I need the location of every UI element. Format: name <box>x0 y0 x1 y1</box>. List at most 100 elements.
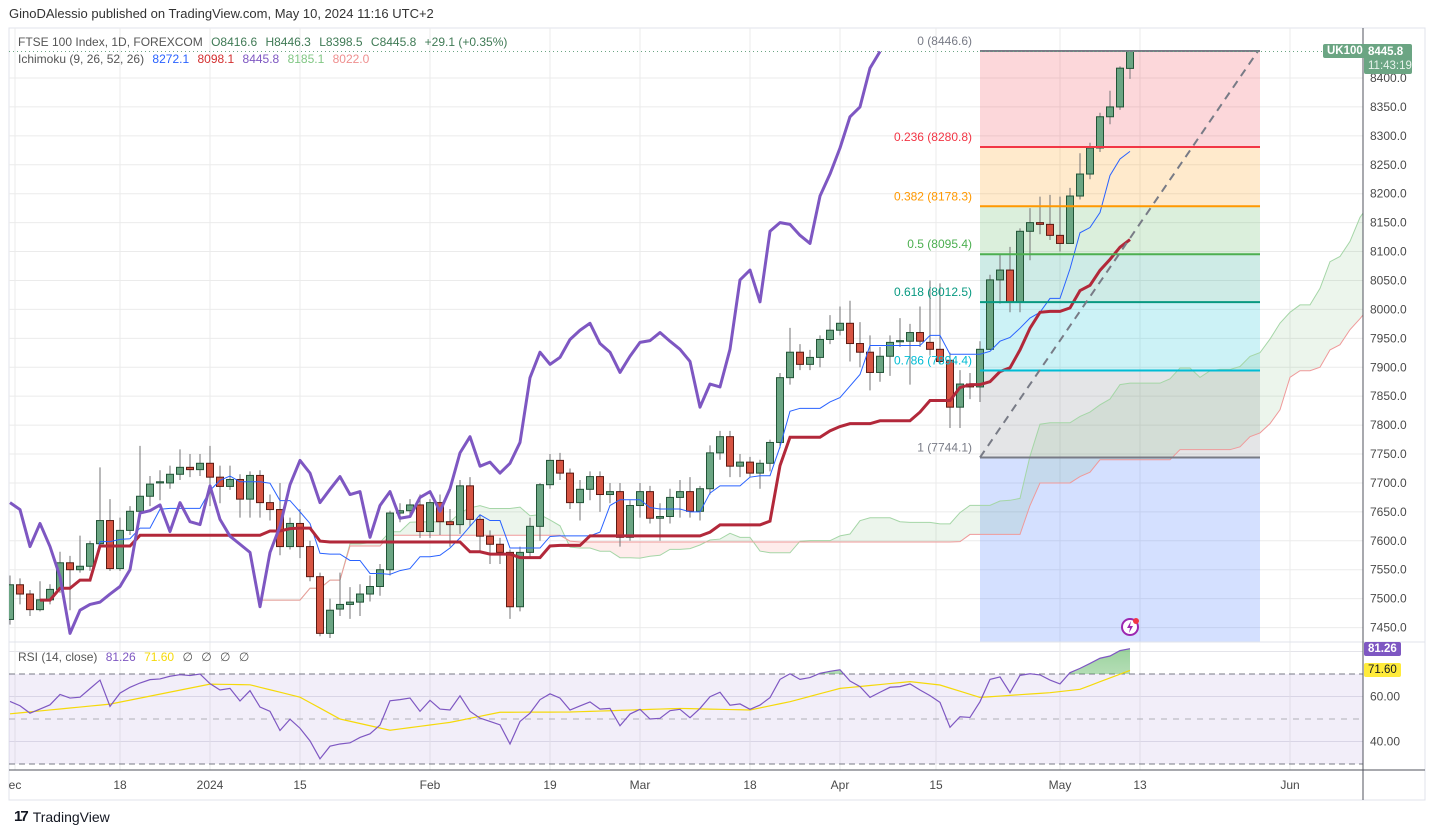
candle-body <box>486 535 494 545</box>
cloud-segment <box>980 505 990 535</box>
candle-body <box>606 491 614 496</box>
candle-body <box>136 495 144 512</box>
cloud-segment <box>840 534 850 542</box>
candle-body <box>1006 269 1014 303</box>
candle <box>186 454 194 478</box>
candle-body <box>346 601 354 605</box>
tenkan-sen-line <box>40 150 1131 601</box>
cloud-segment <box>680 541 690 550</box>
candle <box>206 445 214 507</box>
price-axis-label: 7600.0 <box>1370 534 1407 548</box>
span-b-value: 8022.0 <box>332 52 370 66</box>
candle-body <box>1096 116 1104 149</box>
cloud-segment <box>400 522 410 536</box>
candle-body <box>576 488 584 504</box>
candle-body <box>1016 230 1024 303</box>
candle <box>886 335 894 376</box>
rsi-extra-3: ∅ <box>238 650 250 664</box>
kijun-value: 8098.1 <box>197 52 235 66</box>
cloud-segment <box>760 541 770 553</box>
time-axis-label: Mar <box>630 778 651 792</box>
candle <box>336 572 344 617</box>
rsi-label[interactable]: RSI (14, close) <box>18 650 98 664</box>
price-axis-label: 8050.0 <box>1370 273 1407 287</box>
candle <box>136 445 144 515</box>
candle <box>946 352 954 428</box>
time-axis-label: Apr <box>831 778 850 792</box>
cloud-segment <box>1350 217 1360 330</box>
candle <box>246 471 254 518</box>
candle-body <box>616 491 624 538</box>
cloud-segment <box>670 541 680 550</box>
candle <box>1116 66 1124 110</box>
last-price: 8445.8 <box>1368 46 1404 58</box>
cloud-segment <box>1090 404 1100 473</box>
ichimoku-legend: Ichimoku (9, 26, 52, 26) 8272.1 8098.1 8… <box>18 52 374 66</box>
candle <box>1076 153 1084 200</box>
candle-body <box>656 516 664 519</box>
candle-body <box>526 525 534 553</box>
cloud-segment <box>620 541 630 558</box>
candle-body <box>846 322 854 345</box>
candle-body <box>626 505 634 538</box>
chart-frame <box>8 27 1426 801</box>
candle-body <box>996 269 1004 281</box>
candle <box>456 480 464 534</box>
candle <box>266 494 274 521</box>
cloud-segment <box>600 541 610 552</box>
ichimoku-label[interactable]: Ichimoku (9, 26, 52, 26) <box>18 52 145 66</box>
cloud-segment <box>850 520 860 542</box>
price-pane: 0 (8446.6) 0.236 (8280.8) 0.382 (8178.3) 0.… <box>9 34 1363 642</box>
cloud-segment <box>1010 498 1020 535</box>
candle-body <box>266 502 274 511</box>
candle-body <box>666 496 674 518</box>
lightning-alert-icon[interactable] <box>1120 617 1140 637</box>
candle-body <box>826 329 834 340</box>
cloud-segment <box>900 521 910 542</box>
rsi-ma-line <box>9 669 1131 731</box>
candle <box>126 506 134 536</box>
rsi-axis-label: 60.00 <box>1370 690 1400 704</box>
candle-body <box>896 340 904 343</box>
cloud-segment <box>1310 288 1320 371</box>
ichimoku-cloud <box>300 213 1363 601</box>
candle <box>9 575 14 625</box>
symbol-legend: FTSE 100 Index, 1D, FOREXCOM O8416.6 H84… <box>18 35 512 49</box>
candle-body <box>66 562 74 571</box>
candle-body <box>1036 222 1044 225</box>
tradingview-footer[interactable]: 17 TradingView <box>14 808 110 825</box>
cloud-segment <box>1060 422 1070 483</box>
candle <box>356 584 364 617</box>
symbol-name[interactable]: FTSE 100 Index, 1D, FOREXCOM <box>18 35 203 49</box>
candle-body <box>1056 234 1064 244</box>
candle <box>476 514 484 553</box>
candle-body <box>726 436 734 467</box>
candle <box>646 485 654 524</box>
candle-body <box>806 356 814 365</box>
candle-body <box>856 343 864 353</box>
candle <box>346 587 354 619</box>
cloud-segment <box>500 508 510 536</box>
candle-body <box>476 518 484 537</box>
price-axis-label: 8150.0 <box>1370 216 1407 230</box>
candle-body <box>676 491 684 498</box>
candle-body <box>516 551 524 608</box>
candle <box>286 517 294 550</box>
low-value: L8398.5 <box>319 35 363 49</box>
candle <box>666 488 674 524</box>
fib-trend-line <box>979 50 1259 459</box>
candle <box>196 454 204 477</box>
candle <box>906 323 914 385</box>
fib-level-label: 0.236 (8280.8) <box>894 130 972 144</box>
candle <box>366 575 374 602</box>
candle <box>686 477 694 518</box>
change-value: +29.1 (+0.35%) <box>424 35 508 49</box>
cloud-segment <box>1210 369 1220 450</box>
rsi-ma-badge: 71.60 <box>1364 663 1401 677</box>
candle-body <box>746 461 754 474</box>
candle-body <box>1106 106 1114 118</box>
rsi-legend: RSI (14, close) 81.26 71.60 ∅ ∅ ∅ ∅ <box>18 650 254 664</box>
candle <box>776 373 784 449</box>
symbol-badge: UK100 <box>1323 44 1367 58</box>
